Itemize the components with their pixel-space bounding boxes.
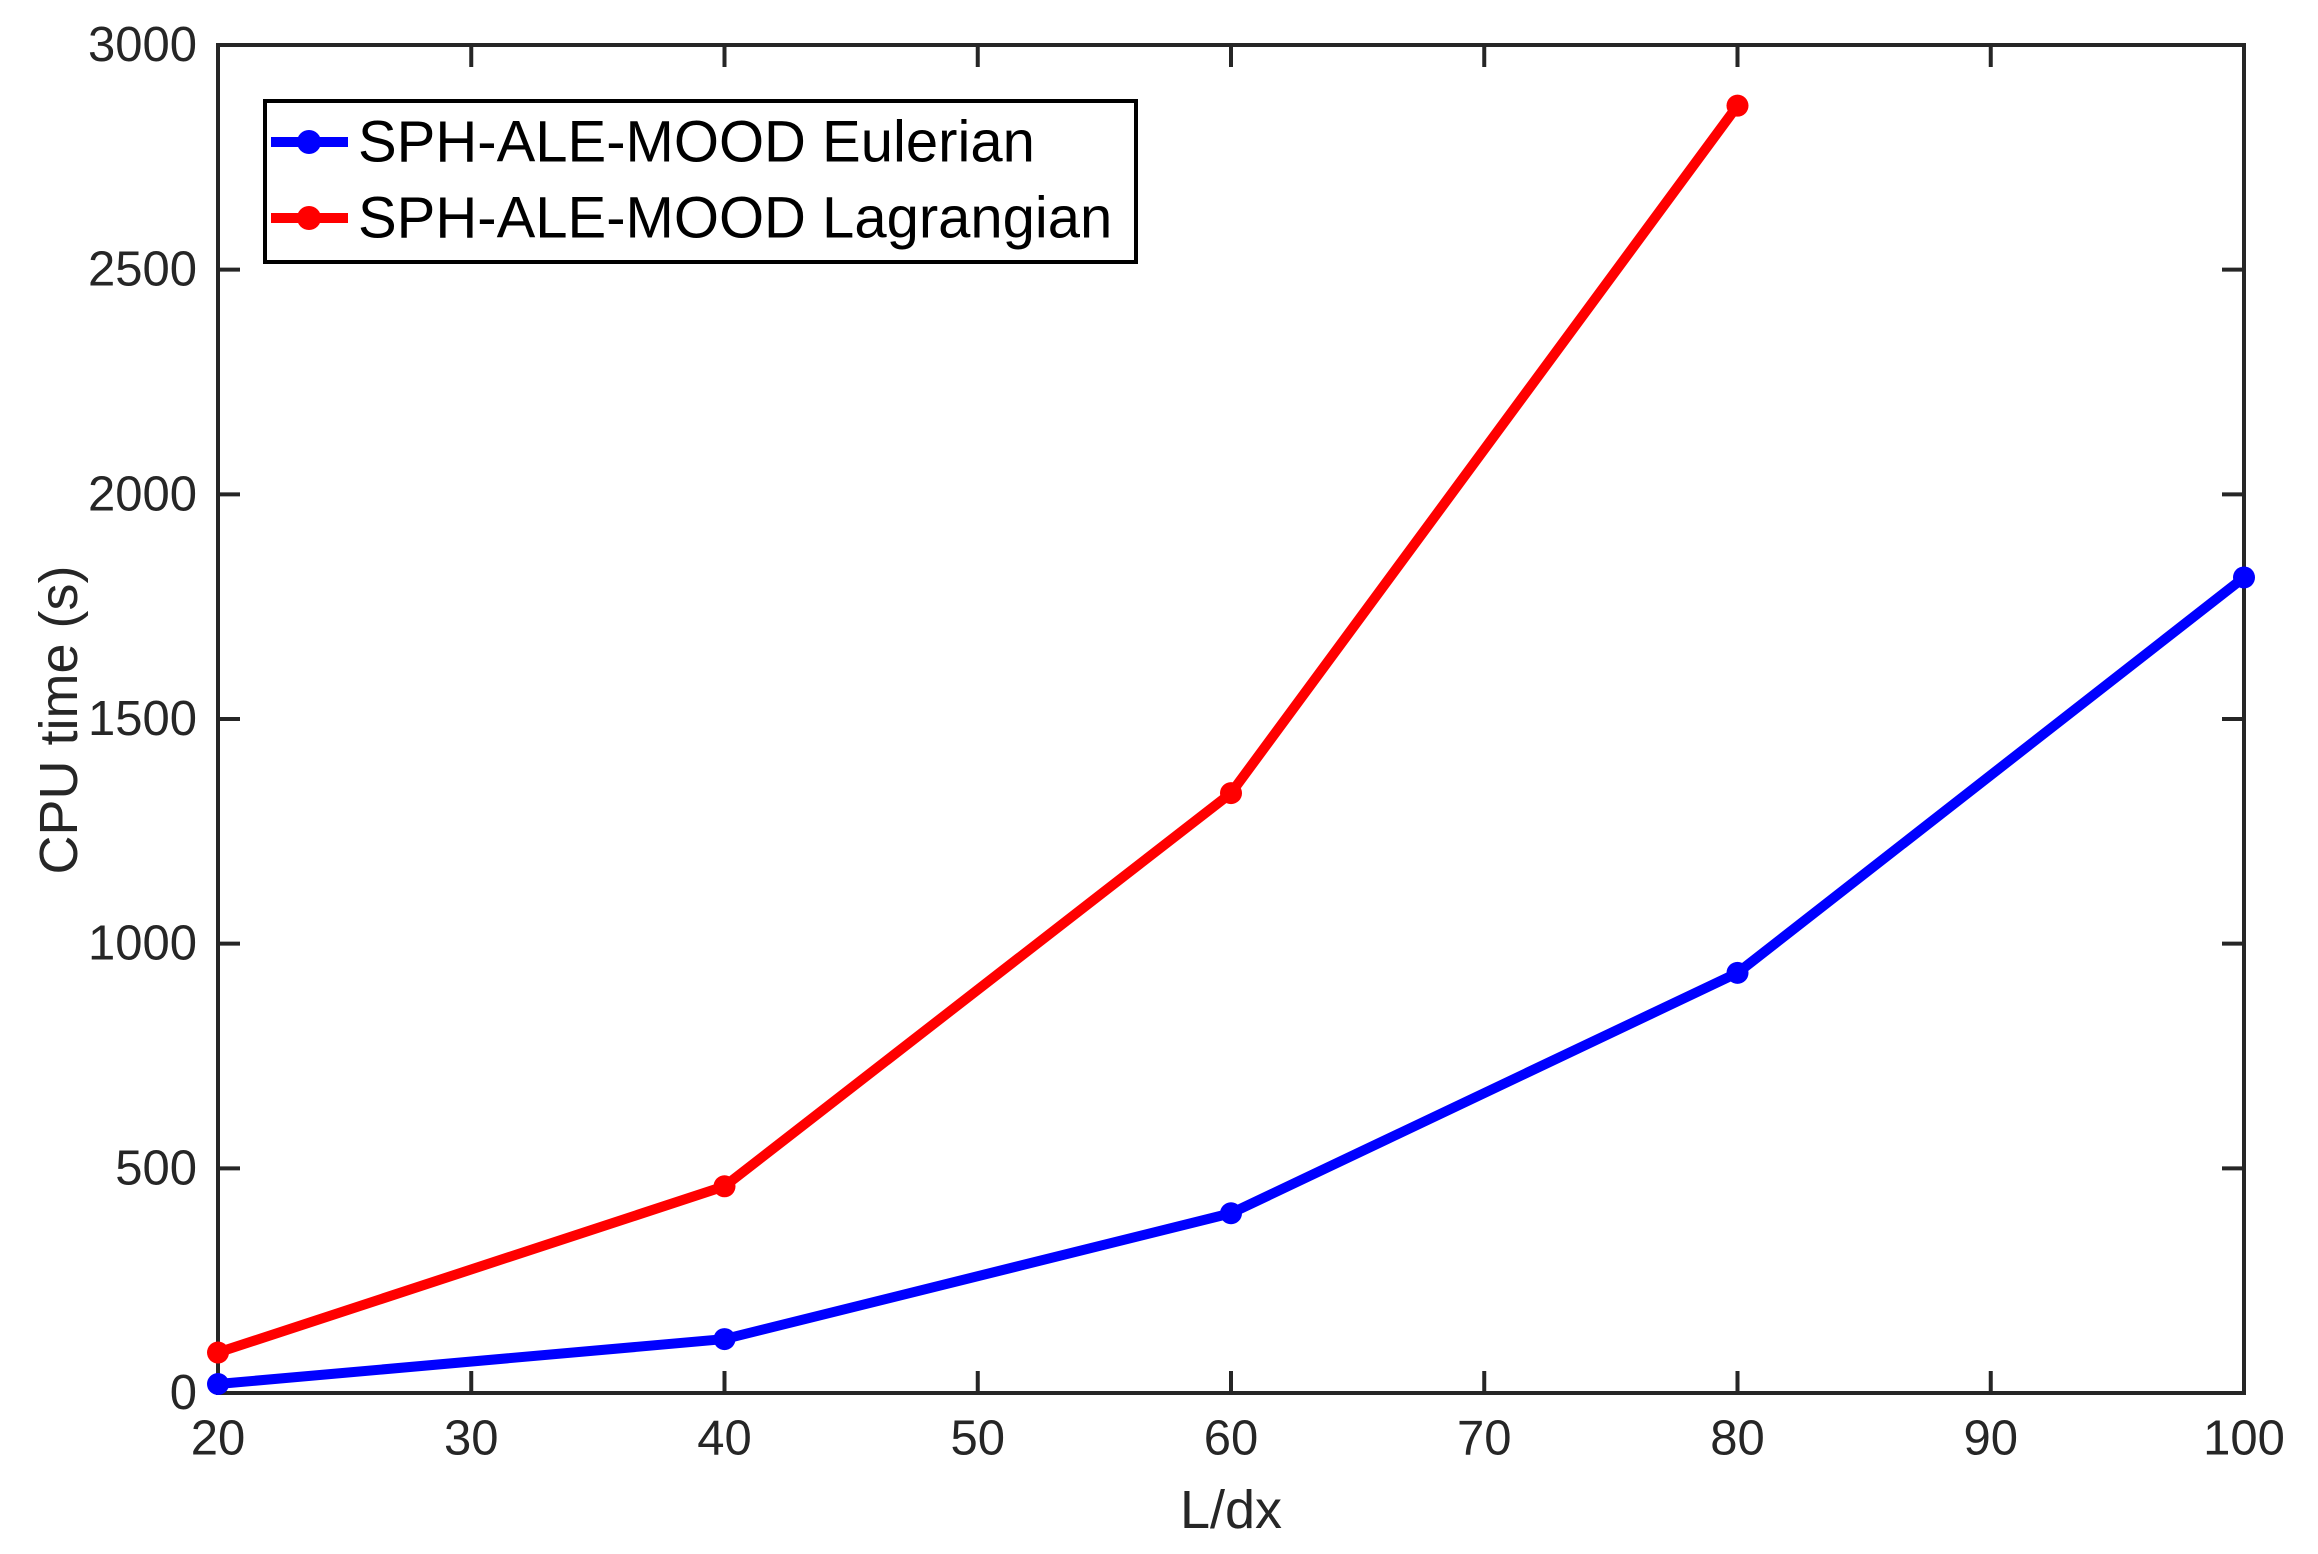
x-axis-label: L/dx	[1180, 1480, 1282, 1540]
x-tick-label: 50	[950, 1411, 1005, 1465]
x-tick-label: 30	[444, 1411, 499, 1465]
series-marker-0	[2233, 566, 2255, 589]
series-marker-0	[207, 1373, 229, 1396]
plot-area: 20 30 40 50 60 70 80 90 100050010001500200025003…	[88, 18, 2285, 1465]
x-tick-label: 100	[2203, 1411, 2285, 1465]
x-tick-label: 80	[1710, 1411, 1765, 1465]
series-line-1	[213, 100, 1743, 1358]
legend-sample-marker-0	[297, 130, 321, 154]
y-tick-label: 1500	[88, 692, 197, 746]
y-tick-label: 0	[170, 1366, 197, 1420]
x-tick-label: 60	[1204, 1411, 1259, 1465]
y-tick-label: 1000	[88, 917, 197, 971]
x-tick-label: 90	[1963, 1411, 2018, 1465]
y-tick-label: 3000	[88, 18, 197, 72]
series-marker-1	[207, 1341, 229, 1364]
x-tick-label: 20	[191, 1411, 246, 1465]
series-marker-1	[713, 1175, 736, 1198]
series-marker-0	[1726, 961, 1749, 984]
y-tick-label: 2000	[88, 467, 197, 521]
legend-label-1: SPH-ALE-MOOD Lagrangian	[358, 186, 1112, 251]
legend-box	[263, 99, 1138, 264]
x-tick-label: 70	[1457, 1411, 1512, 1465]
y-tick-label: 500	[115, 1141, 197, 1195]
series-marker-0	[1220, 1202, 1242, 1225]
x-tick-label: 40	[697, 1411, 752, 1465]
series-marker-0	[713, 1328, 736, 1351]
series-marker-1	[1220, 782, 1242, 805]
series-line-0	[213, 572, 2249, 1390]
y-tick-label: 2500	[88, 243, 197, 297]
legend-label-0: SPH-ALE-MOOD Eulerian	[358, 110, 1035, 175]
series-marker-1	[1726, 94, 1749, 117]
y-axis-label: CPU time (s)	[29, 566, 89, 875]
legend-sample-marker-1	[297, 206, 321, 230]
